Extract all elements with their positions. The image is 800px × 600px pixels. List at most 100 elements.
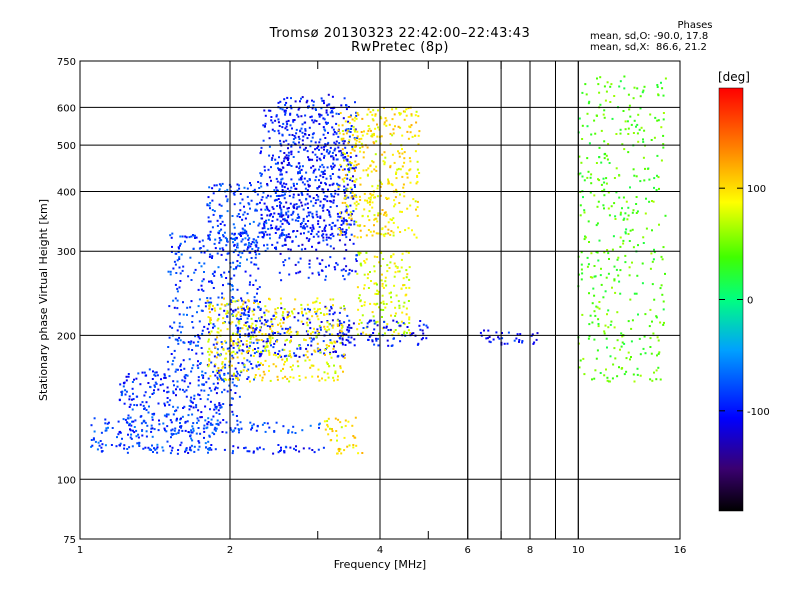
- scatter-point: [231, 321, 234, 324]
- scatter-point: [395, 188, 398, 191]
- scatter-point: [315, 300, 318, 303]
- scatter-point: [304, 187, 307, 190]
- scatter-point: [162, 449, 165, 452]
- scatter-point: [351, 269, 354, 272]
- scatter-point: [273, 189, 276, 192]
- scatter-point: [250, 331, 253, 334]
- scatter-point: [317, 308, 320, 311]
- scatter-point: [397, 300, 400, 303]
- scatter-point: [289, 354, 292, 357]
- scatter-point: [595, 224, 598, 227]
- scatter-point: [296, 182, 298, 185]
- scatter-point: [382, 213, 385, 216]
- scatter-point: [235, 315, 238, 318]
- scatter-point: [248, 307, 251, 310]
- scatter-point: [374, 303, 377, 306]
- scatter-point: [299, 270, 302, 273]
- scatter-point: [203, 389, 206, 392]
- scatter-point: [347, 213, 350, 216]
- scatter-point: [255, 244, 258, 247]
- scatter-point: [269, 339, 272, 342]
- scatter-point: [383, 320, 386, 323]
- scatter-point: [250, 317, 253, 320]
- scatter-point: [284, 327, 287, 330]
- scatter-point: [295, 128, 298, 131]
- scatter-point: [241, 362, 244, 365]
- scatter-point: [178, 256, 181, 259]
- scatter-point: [279, 194, 282, 197]
- scatter-point: [298, 205, 301, 208]
- scatter-point: [338, 324, 341, 327]
- scatter-point: [320, 97, 323, 100]
- scatter-point: [378, 332, 380, 335]
- scatter-point: [328, 264, 330, 267]
- scatter-point: [384, 332, 386, 335]
- scatter-point: [354, 138, 356, 141]
- scatter-point: [284, 343, 286, 346]
- scatter-point: [197, 409, 200, 412]
- scatter-point: [231, 452, 234, 455]
- scatter-point: [279, 182, 282, 185]
- scatter-point: [145, 435, 148, 438]
- scatter-point: [251, 322, 254, 325]
- scatter-point: [342, 117, 345, 120]
- scatter-point: [290, 213, 293, 216]
- scatter-point: [282, 182, 285, 185]
- scatter-point: [218, 402, 221, 405]
- scatter-point: [177, 251, 180, 253]
- scatter-point: [273, 430, 276, 432]
- scatter-point: [656, 336, 659, 339]
- scatter-point: [258, 187, 261, 189]
- scatter-point: [322, 204, 325, 207]
- scatter-point: [283, 217, 286, 220]
- scatter-point: [607, 252, 610, 255]
- scatter-point: [331, 126, 334, 129]
- scatter-point: [198, 261, 201, 264]
- scatter-point: [220, 184, 222, 187]
- scatter-point: [306, 189, 309, 192]
- scatter-point: [247, 300, 250, 303]
- scatter-point: [253, 378, 255, 381]
- scatter-point: [225, 378, 228, 381]
- scatter-point: [335, 430, 338, 432]
- scatter-point: [340, 327, 343, 330]
- scatter-point: [217, 296, 220, 299]
- scatter-point: [214, 338, 217, 341]
- scatter-point: [342, 274, 345, 277]
- scatter-point: [246, 450, 249, 453]
- scatter-point: [330, 107, 333, 110]
- scatter-point: [275, 225, 278, 228]
- scatter-point: [329, 298, 332, 301]
- scatter-point: [238, 429, 241, 432]
- scatter-point: [233, 203, 236, 206]
- scatter-point: [278, 354, 281, 357]
- scatter-point: [258, 253, 261, 255]
- scatter-point: [343, 308, 346, 311]
- scatter-point: [221, 220, 224, 223]
- scatter-point: [166, 360, 169, 363]
- scatter-point: [399, 340, 402, 343]
- scatter-point: [329, 341, 332, 344]
- scatter-point: [283, 332, 286, 334]
- scatter-point: [406, 326, 409, 328]
- scatter-point: [208, 280, 210, 283]
- scatter-point: [270, 224, 273, 227]
- scatter-point: [340, 152, 343, 154]
- scatter-point: [360, 264, 363, 267]
- scatter-point: [312, 171, 315, 174]
- scatter-point: [358, 195, 361, 198]
- scatter-point: [220, 214, 223, 217]
- scatter-point: [351, 134, 354, 137]
- scatter-point: [375, 140, 378, 143]
- scatter-point: [596, 222, 599, 225]
- scatter-point: [232, 346, 235, 349]
- scatter-point: [282, 205, 285, 208]
- scatter-point: [384, 276, 387, 279]
- scatter-point: [220, 275, 223, 278]
- scatter-point: [249, 421, 252, 424]
- scatter-point: [336, 263, 339, 266]
- scatter-point: [145, 401, 148, 404]
- scatter-point: [255, 209, 258, 212]
- scatter-point: [336, 323, 339, 326]
